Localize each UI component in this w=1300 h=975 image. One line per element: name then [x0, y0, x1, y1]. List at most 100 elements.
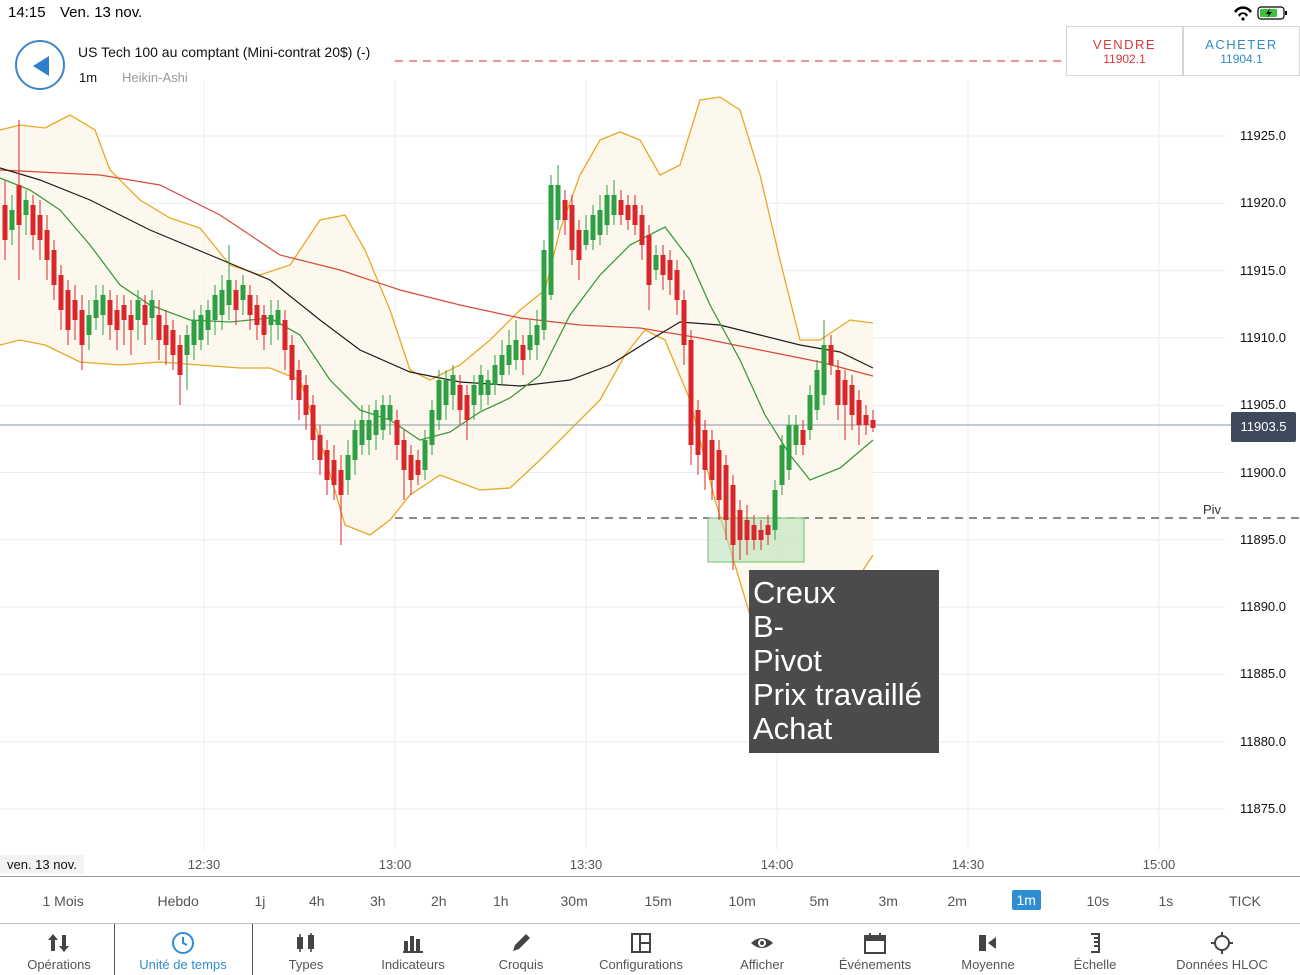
candle-body	[408, 455, 414, 480]
candles-icon	[297, 933, 314, 952]
toolbar-separator	[114, 924, 115, 975]
toolbar-updown-arrows-button[interactable]: Opérations	[4, 924, 114, 975]
crosshair-icon	[1211, 932, 1233, 954]
toolbar-label: Indicateurs	[381, 957, 445, 972]
timeframe-option[interactable]: 30m	[560, 893, 588, 909]
candle-body	[422, 440, 428, 470]
candle-body	[632, 205, 638, 225]
candle-body	[555, 185, 561, 220]
timeframe-option[interactable]: 5m	[809, 893, 829, 909]
candle-body	[527, 335, 533, 350]
candle-body	[478, 375, 484, 395]
sell-button[interactable]: VENDRE 11902.1	[1066, 26, 1183, 76]
candle-body	[58, 275, 64, 310]
candle-body	[338, 470, 344, 495]
back-button[interactable]	[15, 40, 65, 90]
candle-body	[842, 380, 848, 405]
toolbar-calendar-button[interactable]: Événements	[820, 924, 930, 975]
candle-body	[163, 325, 169, 345]
candle-body	[254, 305, 260, 325]
candle-body	[37, 215, 43, 240]
timeframe-option[interactable]: 1h	[493, 893, 509, 909]
y-tick-label: 11880.0	[1239, 733, 1286, 749]
annotation-box[interactable]: Creux B- Pivot Prix travaillé Achat	[749, 570, 939, 753]
timeframe-option[interactable]: 10s	[1086, 893, 1110, 909]
toolbar-scale-button[interactable]: Échelle	[1045, 924, 1145, 975]
candle-body	[30, 205, 36, 235]
candle-body	[786, 425, 792, 470]
buy-label: ACHETER	[1205, 37, 1278, 52]
candle-body	[93, 300, 99, 318]
candle-body	[800, 430, 806, 445]
timeframe-option[interactable]: Hebdo	[157, 893, 199, 909]
candle-body	[709, 440, 715, 480]
buy-button[interactable]: ACHETER 11904.1	[1183, 26, 1300, 76]
candle-body	[457, 385, 463, 410]
candle-body	[184, 335, 190, 355]
status-time: 14:15	[8, 4, 46, 21]
candle-body	[464, 395, 470, 420]
timeframe-option[interactable]: 3m	[878, 893, 898, 909]
candle-body	[359, 420, 365, 445]
candle-body	[23, 200, 29, 215]
toolbar-eye-button[interactable]: Afficher	[712, 924, 812, 975]
toolbar-layout-button[interactable]: Configurations	[576, 924, 706, 975]
candle-body	[492, 365, 498, 385]
candle-body	[44, 230, 50, 260]
candle-body	[639, 215, 645, 245]
clock-icon	[172, 932, 194, 954]
candle-body	[758, 530, 764, 540]
bottom-toolbar: Opérations Unité de temps Types Indicateurs…	[0, 924, 1300, 975]
buy-price: 11904.1	[1220, 52, 1263, 66]
candle-body	[499, 355, 505, 375]
y-tick-label: 11905.0	[1239, 397, 1286, 413]
pencil-icon	[513, 934, 530, 951]
candle-body	[576, 230, 582, 260]
timeframe-option[interactable]: TICK	[1229, 893, 1261, 909]
toolbar-average-button[interactable]: Moyenne	[938, 924, 1038, 975]
timeframe-option[interactable]: 1j	[254, 893, 266, 909]
timeframe-option[interactable]: 1m	[1011, 890, 1041, 910]
calendar-icon	[864, 933, 886, 954]
bars-icon	[403, 936, 423, 953]
candle-body	[72, 300, 78, 320]
toolbar-crosshair-button[interactable]: Données HLOC	[1157, 924, 1287, 975]
candle-body	[751, 525, 757, 540]
date-label: ven. 13 nov.	[0, 855, 84, 874]
candle-body	[100, 295, 106, 315]
timeframe-option[interactable]: 3h	[370, 893, 386, 909]
timeframe-option[interactable]: 4h	[309, 893, 325, 909]
candle-body	[835, 370, 841, 405]
instrument-name[interactable]: US Tech 100 au comptant (Mini-contrat 20…	[78, 44, 371, 60]
candle-body	[604, 195, 610, 225]
timeframe-option[interactable]: 1 Mois	[42, 893, 84, 909]
toolbar-bars-button[interactable]: Indicateurs	[363, 924, 463, 975]
timeframe-option[interactable]: 10m	[728, 893, 756, 909]
timeframe-option[interactable]: 2m	[947, 893, 967, 909]
candle-body	[170, 330, 176, 355]
bollinger-fill	[0, 97, 873, 615]
candle-body	[177, 345, 183, 375]
toolbar-pencil-button[interactable]: Croquis	[471, 924, 571, 975]
candle-body	[135, 300, 141, 320]
candle-body	[716, 450, 722, 500]
candle-body	[310, 405, 316, 440]
candle-body	[485, 380, 491, 395]
toolbar-label: Afficher	[740, 957, 784, 972]
candle-body	[471, 385, 477, 405]
toolbar-clock-button[interactable]: Unité de temps	[118, 924, 248, 975]
candle-body	[275, 310, 281, 325]
price-chart[interactable]	[0, 0, 1300, 876]
toolbar-label: Configurations	[599, 957, 683, 972]
candle-body	[289, 345, 295, 380]
candle-body	[142, 305, 148, 325]
timeframe-option[interactable]: 15m	[644, 893, 672, 909]
timeframe-option[interactable]: 1s	[1158, 893, 1174, 909]
candle-body	[870, 420, 876, 428]
updown-arrows-icon	[48, 934, 69, 952]
toolbar-label: Échelle	[1073, 957, 1117, 972]
timeframe-option[interactable]: 2h	[431, 893, 447, 909]
toolbar-candles-button[interactable]: Types	[256, 924, 356, 975]
sell-price: 11902.1	[1103, 52, 1146, 66]
candle-body	[597, 210, 603, 235]
